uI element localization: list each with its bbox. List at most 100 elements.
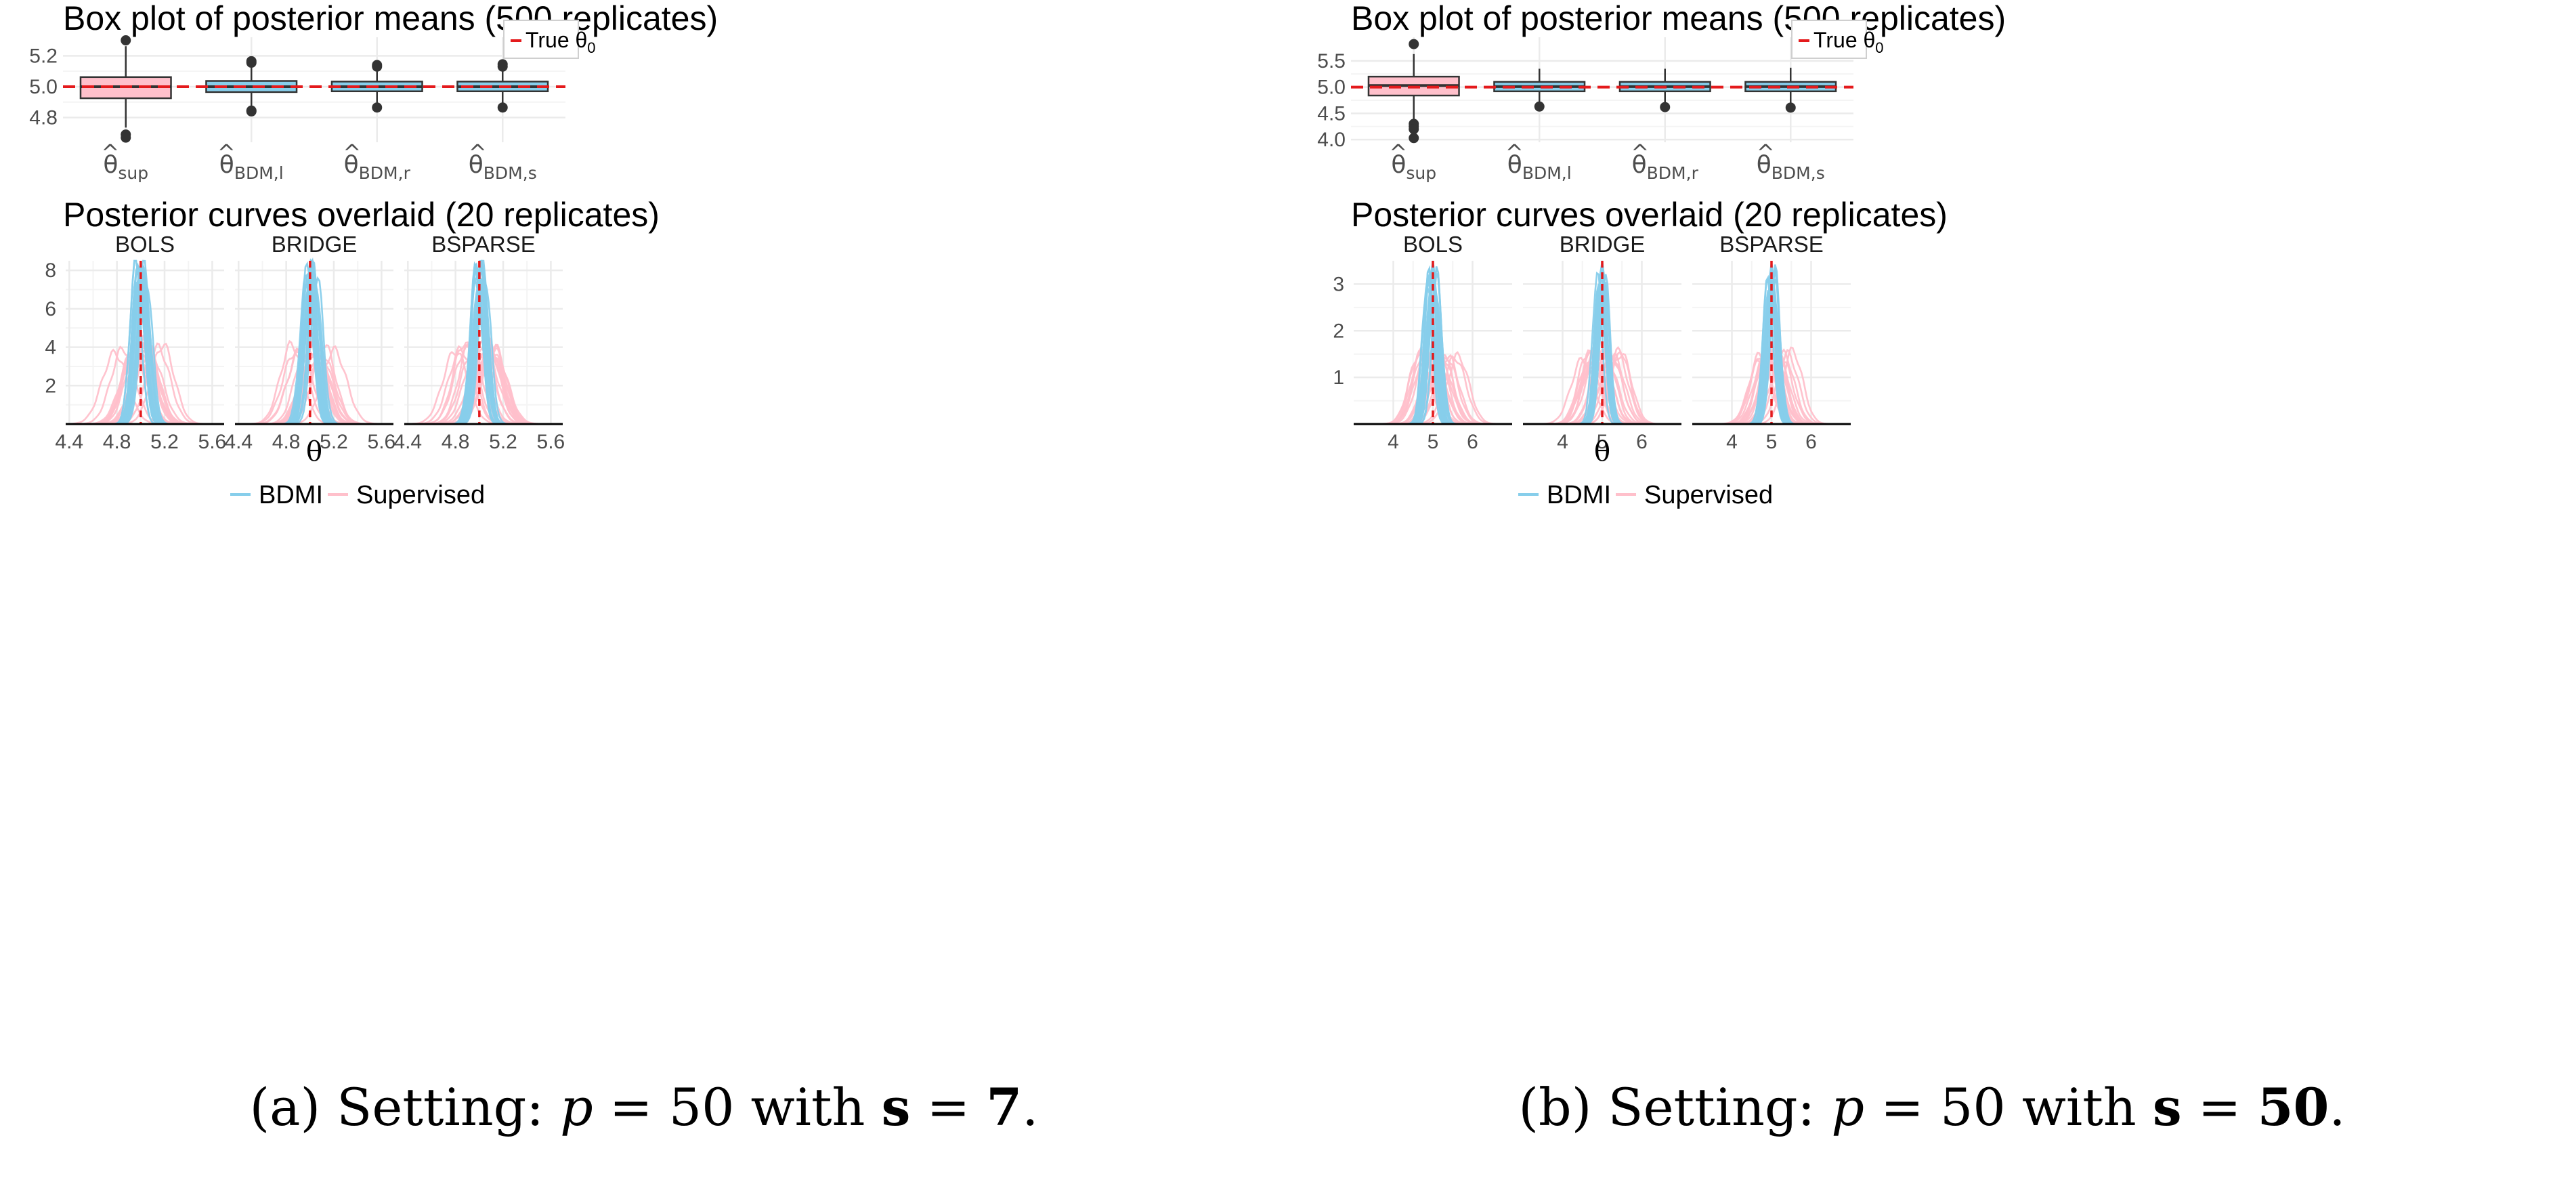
caption-s-var: s — [2152, 1077, 2182, 1137]
curves-x-axis-title: θ — [306, 436, 322, 467]
boxplot-x-tick-label: θsup — [103, 151, 148, 183]
panel-b-figure: Box plot of posterior means (500 replica… — [1317, 0, 2006, 509]
posterior-curves: Posterior curves overlaid (20 replicates… — [45, 196, 660, 467]
estimator-subscript: BDM,s — [484, 163, 537, 183]
box-outlier-point — [1660, 102, 1671, 112]
estimator-subscript: BDM,l — [1522, 163, 1572, 183]
box-sup: θsup^ — [79, 35, 172, 183]
facet-strip-label: BRIDGE — [1560, 232, 1646, 257]
caption-suffix: . — [1022, 1077, 1039, 1137]
caption-s-val: 50 — [2257, 1077, 2330, 1137]
boxplot-x-tick-label: θBDM,r — [1632, 151, 1699, 183]
boxplot-y-tick-label: 5.2 — [29, 45, 58, 67]
facet-strip-label: BOLS — [115, 232, 175, 257]
panel-b-caption: (b) Setting: p = 50 with s = 50. — [1288, 1077, 2576, 1137]
panel-a-caption: (a) Setting: p = 50 with s = 7. — [0, 1077, 1288, 1137]
legend-label-bdmi: BDMI — [259, 481, 323, 509]
estimator-subscript: BDM,s — [1772, 163, 1825, 183]
facet-x-tick-label: 6 — [1805, 431, 1817, 453]
estimator-hat: ^ — [469, 140, 487, 165]
boxplot-y-tick-label: 5.0 — [29, 76, 58, 98]
boxplot-x-tick-label: θBDM,r — [344, 151, 411, 183]
legend-label-text: True θ — [1813, 28, 1875, 52]
boxplot-y-tick-label: 5.0 — [1317, 77, 1346, 99]
box-outlier-point — [497, 59, 508, 70]
curves-legend: BDMI Supervised — [230, 481, 485, 509]
panel-a: Box plot of posterior means (500 replica… — [0, 0, 1288, 1137]
caption-p-var: p — [1831, 1077, 1864, 1137]
estimator-hat: ^ — [343, 140, 361, 165]
estimator-subscript: BDM,r — [359, 163, 411, 183]
caption-prefix: (a) Setting: — [249, 1077, 561, 1137]
box-bdm-l: θBDM,l^ — [1493, 68, 1586, 183]
curves-title: Posterior curves overlaid (20 replicates… — [1351, 196, 1948, 234]
estimator-subscript: sup — [118, 163, 148, 183]
estimator-symbol: θ — [469, 151, 484, 179]
facet-bols: BOLS 4.4 4.8 5.2 5.6 2 4 6 8 — [45, 232, 226, 453]
estimator-subscript: BDM,l — [234, 163, 284, 183]
legend-label-text: True θ — [525, 28, 587, 52]
legend-label-bdmi: BDMI — [1547, 481, 1611, 509]
boxplot: Box plot of posterior means (500 replica… — [1317, 0, 2006, 183]
caption-eq: = — [2181, 1077, 2258, 1137]
caption-p-var: p — [560, 1077, 593, 1137]
estimator-symbol: θ — [1391, 151, 1406, 179]
boxplot-legend-label: True θ0 — [525, 28, 596, 56]
caption-suffix: . — [2329, 1077, 2346, 1137]
estimator-hat: ^ — [1631, 140, 1649, 165]
facet-y-tick-label: 2 — [45, 375, 56, 397]
facet-x-tick-label: 5.2 — [320, 431, 348, 453]
estimator-symbol: θ — [219, 151, 234, 179]
estimator-symbol: θ — [1507, 151, 1522, 179]
facet-x-tick-label: 5.2 — [489, 431, 517, 453]
box-outlier-point — [497, 102, 508, 113]
facet-y-tick-label: 1 — [1333, 366, 1344, 389]
boxplot: Box plot of posterior means (500 replica… — [29, 0, 718, 183]
box-bdm-l: θBDM,l^ — [205, 56, 298, 183]
facet-x-tick-label: 4 — [1557, 431, 1568, 453]
estimator-hat: ^ — [1505, 140, 1524, 165]
box-outlier-point — [1409, 39, 1419, 49]
boxplot-legend-label: True θ0 — [1813, 28, 1884, 56]
facet-x-tick-label: 4.4 — [393, 431, 422, 453]
boxplot-y-tick-label: 4.0 — [1317, 129, 1346, 151]
caption-s-var: s — [881, 1077, 911, 1137]
legend-label-supervised: Supervised — [356, 481, 485, 509]
facet-y-tick-label: 6 — [45, 298, 56, 320]
facet-x-tick-label: 5 — [1597, 431, 1608, 453]
box-outlier-point — [372, 102, 383, 113]
boxplot-y-tick-label: 4.5 — [1317, 102, 1346, 125]
facet-strip-label: BSPARSE — [1719, 232, 1823, 257]
estimator-hat: ^ — [101, 140, 119, 165]
facet-x-tick-label: 5.2 — [150, 431, 179, 453]
boxplot-legend: True θ0 — [1791, 20, 1884, 59]
boxplot-y-tick-label: 5.5 — [1317, 50, 1346, 72]
boxplot-y-tick-label: 4.8 — [29, 107, 58, 129]
facet-x-tick-label: 4.8 — [272, 431, 301, 453]
estimator-hat: ^ — [1389, 140, 1407, 165]
facet-x-tick-label: 5.6 — [537, 431, 565, 453]
facet-x-tick-label: 4.4 — [55, 431, 83, 453]
box-outlier-point — [1534, 101, 1545, 112]
panel-b: Box plot of posterior means (500 replica… — [1288, 0, 2576, 1203]
estimator-subscript: BDM,r — [1647, 163, 1699, 183]
facet-bsparse: BSPARSE 4 5 6 — [1692, 232, 1851, 453]
facet-x-tick-label: 5.6 — [198, 431, 227, 453]
facet-bols: BOLS 4 5 6 1 2 3 — [1333, 232, 1512, 453]
boxplot-x-tick-label: θBDM,s — [469, 151, 537, 183]
caption-mid: = 50 with — [1864, 1077, 2153, 1137]
box-outlier-point — [246, 106, 257, 117]
curves-legend: BDMI Supervised — [1518, 481, 1773, 509]
box-outlier-point — [121, 35, 131, 46]
estimator-symbol: θ — [344, 151, 359, 179]
facet-strip-label: BSPARSE — [431, 232, 535, 257]
facet-y-tick-label: 3 — [1333, 273, 1344, 295]
boxplot-legend: True θ0 — [503, 20, 596, 59]
facet-bridge: BRIDGE 4.4 4.8 5.2 5.6 — [224, 232, 395, 453]
facet-x-tick-label: 4 — [1726, 431, 1738, 453]
posterior-curves: Posterior curves overlaid (20 replicates… — [1333, 196, 1948, 467]
facet-x-tick-label: 5 — [1427, 431, 1439, 453]
facet-bsparse: BSPARSE 4.4 4.8 5.2 5.6 — [393, 232, 565, 453]
panel-a-figure: Box plot of posterior means (500 replica… — [29, 0, 718, 509]
box-outlier-point — [1409, 133, 1419, 144]
